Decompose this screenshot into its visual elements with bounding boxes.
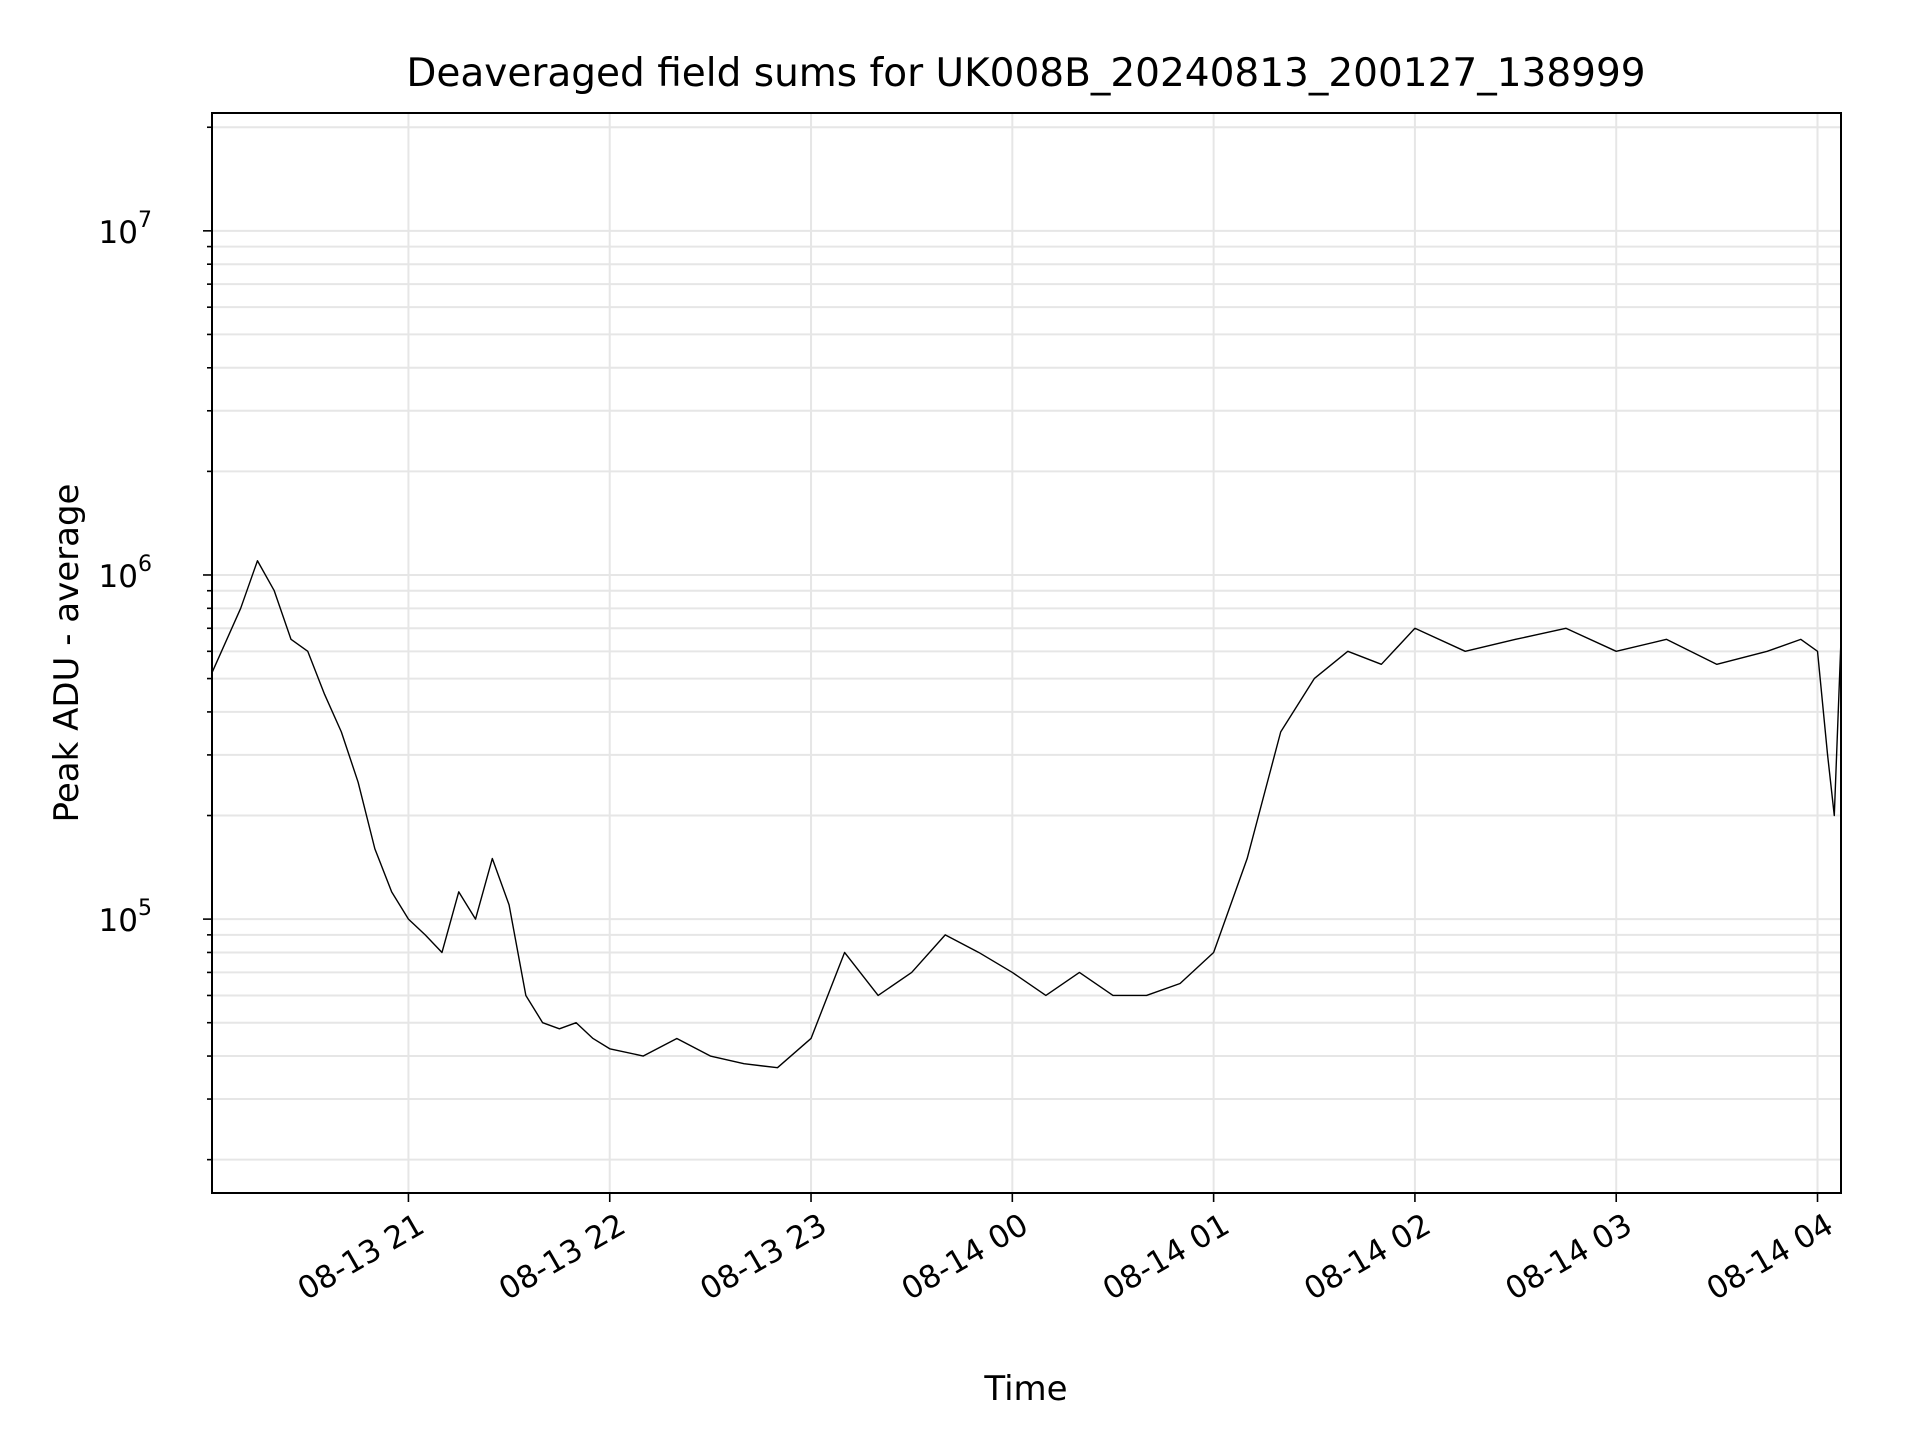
series-line	[211, 560, 1842, 1069]
x-axis-label: Time	[983, 1369, 1067, 1409]
y-tick-label: 105	[99, 896, 152, 939]
y-axis-label: Peak ADU - average	[47, 484, 87, 823]
y-tick-base: 10	[99, 559, 138, 595]
x-tick-label: 08-13 22	[493, 1207, 632, 1308]
chart-title: Deaveraged field sums for UK008B_2024081…	[406, 51, 1645, 96]
x-tick-label: 08-13 23	[694, 1207, 833, 1308]
data-layer	[211, 560, 1842, 1069]
y-tick-base: 10	[99, 903, 138, 939]
y-tick-exponent: 6	[138, 552, 152, 577]
ticks-layer: 08-13 21 08-13 22 08-13 23 08-14 00 08-14 01…	[99, 126, 1840, 1308]
y-tick-base: 10	[99, 215, 138, 251]
x-tick-label: 08-14 02	[1298, 1207, 1437, 1308]
plot-frame	[211, 112, 1842, 1194]
x-tick-label: 08-14 00	[896, 1207, 1035, 1308]
y-tick-label: 106	[99, 552, 152, 595]
x-tick-label: 08-13 21	[292, 1207, 431, 1308]
y-tick-label: 107	[99, 208, 152, 251]
y-tick-exponent: 5	[138, 896, 152, 921]
x-tick-label: 08-14 03	[1500, 1207, 1639, 1308]
y-tick-exponent: 7	[138, 208, 152, 233]
x-tick-label: 08-14 01	[1097, 1207, 1236, 1308]
x-tick-label: 08-14 04	[1701, 1207, 1840, 1308]
grid-layer	[212, 113, 1841, 1193]
